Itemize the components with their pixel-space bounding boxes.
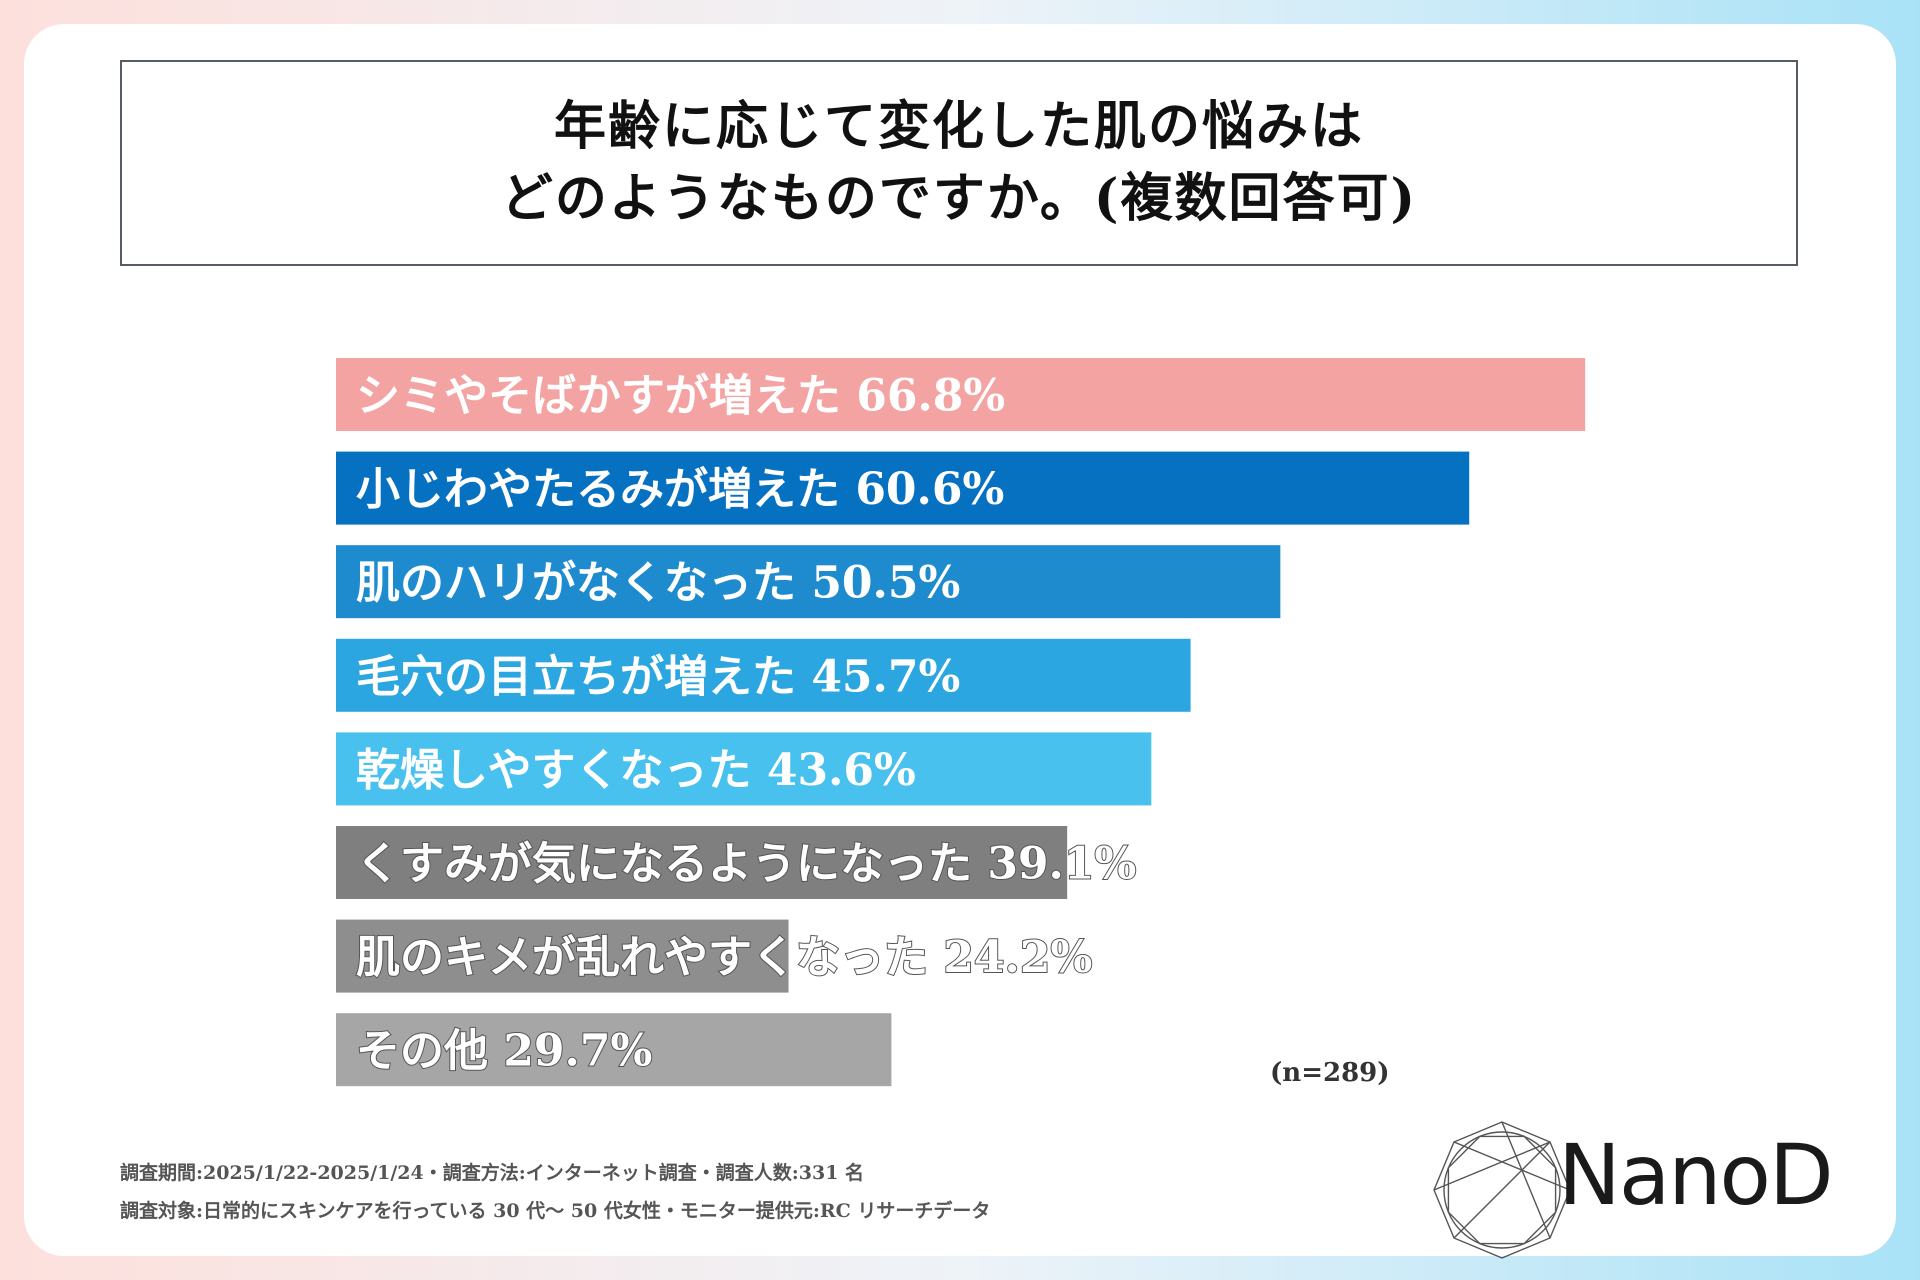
bar-label-4: 毛穴の目立ちが増えた 45.7% — [356, 651, 960, 702]
sample-size-note: (n=289) — [1270, 1058, 1390, 1088]
nanod-logo-icon — [1433, 1121, 1571, 1259]
chart-title-line2: どのようなものですか。(複数回答可) — [500, 168, 1418, 229]
bar-label-5: 乾燥しやすくなった 43.6% — [356, 745, 916, 796]
bar-label-7: 肌のキメが乱れやすくなった 24.2% — [356, 932, 1092, 983]
bar-4 — [336, 638, 1191, 712]
survey-footnote-2: 調査対象:日常的にスキンケアを行っている 30 代〜 50 代女性・モニター提供… — [120, 1200, 991, 1222]
bar-label-8: その他 29.7% — [356, 1026, 652, 1077]
bar-label-1: シミやそばかすが増えた 66.8% — [356, 371, 1005, 422]
bar-1 — [336, 358, 1586, 431]
nanod-logo-text: NanoD — [1558, 1126, 1834, 1224]
bar-label-3: 肌のハリがなくなった 50.5% — [356, 558, 960, 609]
bar-6 — [336, 826, 1068, 899]
bar-8 — [336, 1013, 892, 1087]
bar-2 — [336, 451, 1470, 525]
bar-label-6: くすみが気になるようになった 39.1% — [356, 839, 1136, 890]
chart-title-box: 年齢に応じて変化した肌の悩みは どのようなものですか。(複数回答可) — [120, 60, 1798, 266]
bar-7 — [336, 919, 789, 993]
bar-3 — [336, 545, 1281, 619]
chart-title-line1: 年齢に応じて変化した肌の悩みは — [553, 96, 1364, 157]
bar-label-2: 小じわやたるみが増えた 60.6% — [356, 464, 1004, 515]
bar-5 — [336, 732, 1152, 806]
survey-footnote-1: 調査期間:2025/1/22-2025/1/24・調査方法:インターネット調査・… — [120, 1162, 865, 1184]
